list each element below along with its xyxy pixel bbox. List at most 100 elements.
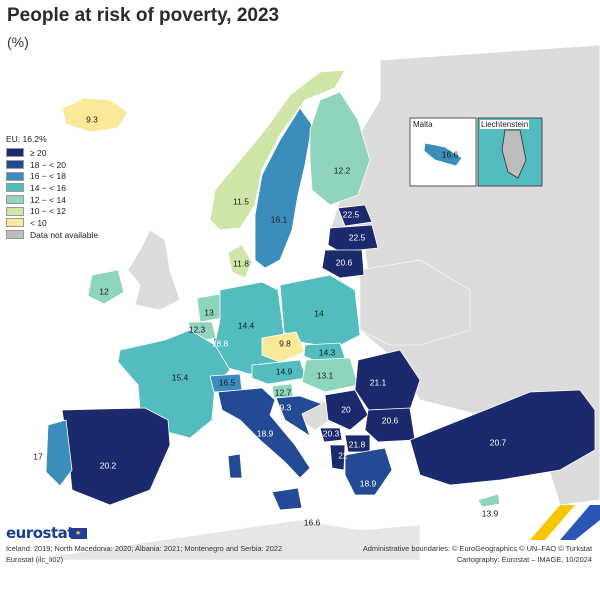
label-lithuania: 20.6: [336, 257, 353, 267]
country-bulgaria: [364, 407, 416, 443]
country-albania: [329, 444, 346, 471]
country-spain: [61, 407, 171, 506]
label-greece: 18.9: [360, 478, 377, 488]
legend-item: < 10: [6, 217, 98, 229]
footer-source: Eurostat (ilc_li02): [6, 555, 64, 564]
country-serbia: [324, 389, 369, 431]
country-finland: [309, 91, 371, 206]
label-bulgaria: 20.6: [382, 415, 399, 425]
label-latvia: 22.5: [349, 232, 366, 242]
country-croatia: [275, 395, 324, 437]
label-north-macedonia: 21.8: [349, 439, 366, 449]
legend-item: 12 − < 14: [6, 194, 98, 206]
country-norway: [209, 69, 346, 231]
label-croatia: 19.3: [275, 402, 292, 412]
label-portugal: 17: [33, 451, 43, 461]
label-malta-inset: 16.6: [442, 149, 459, 159]
footer-right: Administrative boundaries: © EuroGeograp…: [363, 543, 592, 565]
country-ireland: [87, 269, 125, 305]
legend-label: 14 − < 16: [30, 182, 66, 193]
label-finland: 12.2: [334, 165, 351, 175]
label-turkey: 20.7: [490, 437, 507, 447]
inset-label-liechtenstein: Liechtenstein: [480, 120, 530, 129]
legend-item: 18 − < 20: [6, 159, 98, 171]
legend-item: Data not available: [6, 229, 98, 241]
label-netherlands: 13: [204, 307, 214, 317]
footer-note: Iceland: 2019; North Macedonia: 2020; Al…: [6, 544, 283, 553]
country-portugal: [45, 419, 73, 487]
eurostat-logo: eurostat: [6, 524, 74, 542]
inset-malta-island: [423, 142, 463, 167]
inset-label-malta: Malta: [412, 120, 434, 129]
footer-left: Iceland: 2019; North Macedonia: 2020; Al…: [6, 543, 282, 565]
country-italy: [217, 387, 311, 479]
legend-swatch: [6, 206, 24, 216]
legend-label: Data not available: [30, 229, 99, 240]
country-hungary: [301, 357, 359, 393]
label-austria: 14.9: [276, 366, 293, 376]
label-estonia: 22.5: [343, 209, 360, 219]
label-montenegro: 20.3: [323, 428, 340, 438]
label-serbia: 20: [341, 404, 351, 414]
country-iceland: [61, 97, 129, 133]
label-norway: 11.5: [233, 196, 249, 206]
footer-carto: Cartography: Eurostat – IMAGE, 10/2024: [456, 555, 592, 564]
footer-admin: Administrative boundaries: © EuroGeograp…: [362, 544, 592, 553]
country-montenegro: [319, 427, 343, 443]
label-luxembourg: 18.8: [212, 338, 229, 348]
label-ireland: 12: [99, 286, 109, 296]
legend-label: 10 − < 12: [30, 206, 66, 217]
label-czechia: 9.8: [279, 338, 291, 348]
legend-label: 18 − < 20: [30, 159, 66, 170]
inset-liechtenstein-country: [501, 129, 527, 179]
label-italy: 18.9: [257, 428, 274, 438]
label-switzerland: 16.5: [219, 377, 236, 387]
legend: EU: 16.2% ≥ 20 18 − < 20 16 − < 18 14 − < 1…: [6, 134, 98, 241]
page-title: People at risk of poverty, 2023: [7, 5, 280, 26]
legend-swatch: [6, 183, 24, 193]
country-sardinia: [227, 453, 243, 479]
legend-swatch: [6, 195, 24, 205]
page-subtitle: (%): [7, 34, 29, 50]
label-iceland: 9.3: [86, 114, 98, 124]
country-denmark: [227, 244, 253, 279]
legend-item: 16 − < 18: [6, 170, 98, 182]
label-hungary: 13.1: [317, 370, 334, 380]
label-slovenia: 12.7: [275, 387, 292, 397]
legend-item: ≥ 20: [6, 147, 98, 159]
non-eu-uk: [127, 229, 181, 311]
label-poland: 14: [314, 308, 324, 318]
country-greece: [344, 447, 393, 496]
legend-swatch: [6, 160, 24, 170]
label-france: 15.4: [172, 372, 189, 382]
label-germany: 14.4: [238, 320, 255, 330]
legend-item: 10 − < 12: [6, 205, 98, 217]
country-turkey: [409, 389, 596, 486]
label-malta-main: 16.6: [304, 517, 321, 527]
eurostat-graphic-2: [560, 505, 600, 540]
country-sweden: [254, 107, 313, 269]
country-estonia: [337, 204, 373, 227]
country-lithuania: [321, 249, 365, 279]
label-denmark: 11.8: [233, 258, 249, 268]
eurostat-graphic: [530, 505, 575, 540]
label-albania: 22: [338, 450, 348, 460]
non-eu-africa: [59, 519, 421, 561]
country-czechia: [261, 331, 306, 363]
legend-label: 16 − < 18: [30, 171, 66, 182]
legend-label: 12 − < 14: [30, 194, 66, 205]
label-belgium: 12.3: [189, 324, 206, 334]
legend-heading: EU: 16.2%: [6, 134, 47, 144]
legend-swatch: [6, 171, 24, 181]
label-slovakia: 14.3: [319, 347, 336, 357]
label-spain: 20.2: [100, 460, 117, 470]
label-romania: 21.1: [370, 377, 387, 387]
legend-swatch: [6, 148, 24, 158]
country-sicily: [271, 487, 303, 511]
legend-label: ≥ 20: [30, 147, 47, 158]
legend-label: < 10: [30, 217, 47, 228]
legend-swatch: [6, 230, 24, 240]
non-eu-ukraine: [359, 259, 471, 346]
legend-item: 14 − < 16: [6, 182, 98, 194]
